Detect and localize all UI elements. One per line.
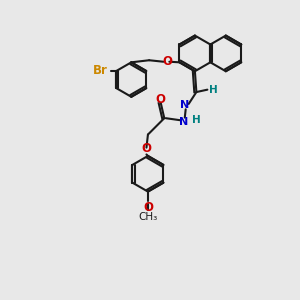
Text: O: O — [162, 55, 172, 68]
Text: H: H — [209, 85, 218, 95]
Text: Br: Br — [93, 64, 107, 77]
Text: N: N — [181, 100, 190, 110]
Text: O: O — [143, 201, 153, 214]
Text: O: O — [156, 93, 166, 106]
Text: O: O — [142, 142, 152, 155]
Text: CH₃: CH₃ — [138, 212, 158, 221]
Text: N: N — [179, 117, 188, 127]
Text: H: H — [192, 115, 201, 125]
